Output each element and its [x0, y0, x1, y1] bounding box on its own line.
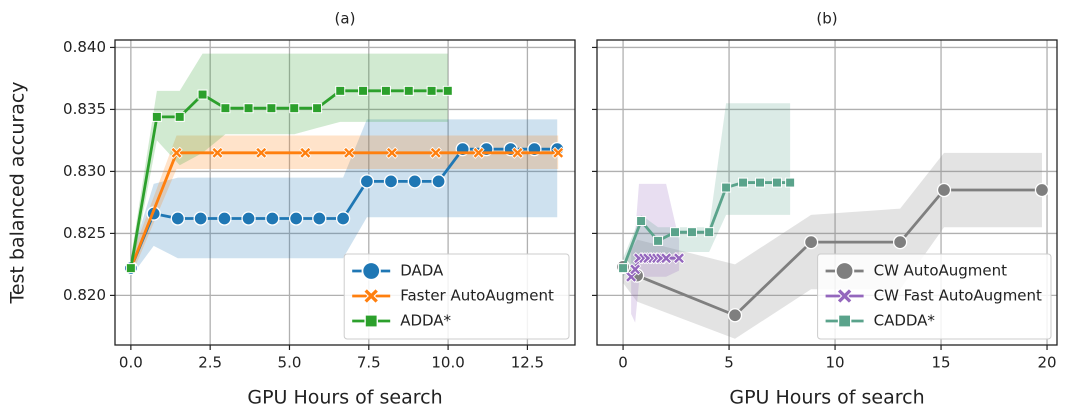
- data-point: [442, 85, 453, 96]
- data-point: [211, 146, 224, 159]
- data-point: [255, 146, 268, 159]
- data-point: [672, 252, 686, 265]
- data-point: [197, 89, 208, 100]
- data-point: [312, 211, 327, 226]
- data-point: [670, 227, 681, 238]
- data-point: [686, 227, 697, 238]
- data-point: [385, 146, 399, 159]
- legend-marker: [837, 314, 852, 328]
- data-point: [170, 146, 183, 159]
- legend-label: CW Fast AutoAugment: [874, 287, 1042, 305]
- data-point: [892, 234, 908, 250]
- data-point: [383, 174, 399, 189]
- data-point: [936, 182, 952, 198]
- data-point: [359, 174, 375, 189]
- data-point: [403, 85, 414, 96]
- legend-marker: [364, 314, 378, 328]
- confidence-band: [623, 103, 791, 277]
- data-point: [704, 227, 715, 238]
- data-point: [358, 85, 369, 96]
- legend-label: DADA: [400, 262, 444, 280]
- data-point: [755, 177, 766, 188]
- data-point: [803, 234, 819, 250]
- data-point: [552, 146, 565, 159]
- x-tick-label: 5.0: [278, 354, 302, 372]
- data-point: [429, 146, 442, 159]
- x-tick-label: 7.5: [357, 354, 381, 372]
- confidence-band: [130, 53, 448, 277]
- legend-label: CADDA*: [874, 312, 936, 330]
- data-point: [636, 216, 647, 227]
- x-tick-label: 10.0: [431, 354, 464, 372]
- data-point: [243, 103, 254, 114]
- legend-label: Faster AutoAugment: [400, 287, 554, 305]
- axes-frame: [596, 39, 1058, 346]
- legend-box: [817, 253, 1052, 340]
- plot-area: [123, 53, 565, 277]
- legend-label: CW AutoAugment: [874, 262, 1008, 280]
- data-point: [266, 103, 277, 114]
- legend-box: [343, 253, 570, 340]
- plot-area: [615, 103, 1050, 339]
- data-point: [170, 211, 185, 226]
- data-point: [265, 211, 280, 226]
- data-point: [785, 177, 796, 188]
- data-point: [771, 177, 782, 188]
- y-axis-label: Test balanced accuracy: [7, 81, 29, 304]
- chart-title: (a): [335, 10, 356, 28]
- data-point: [629, 263, 642, 276]
- legend-label: ADDA*: [400, 312, 451, 330]
- y-tick-label: 0.825: [63, 224, 106, 242]
- legend-marker: [361, 261, 381, 281]
- data-point: [312, 103, 323, 114]
- data-point: [151, 111, 162, 122]
- x-axis-label: GPU Hours of search: [729, 387, 924, 409]
- x-tick-label: 5: [724, 354, 734, 372]
- data-point: [217, 211, 232, 226]
- y-tick-label: 0.840: [63, 38, 106, 56]
- legend-marker: [834, 261, 855, 281]
- data-point: [335, 211, 351, 226]
- data-point: [335, 85, 346, 96]
- y-tick-label: 0.820: [63, 286, 106, 304]
- data-point: [289, 103, 300, 114]
- x-tick-label: 10: [826, 354, 845, 372]
- data-point: [220, 103, 231, 114]
- data-point: [1034, 182, 1050, 198]
- y-tick-label: 0.835: [63, 100, 106, 118]
- data-point: [299, 146, 312, 159]
- data-point: [511, 146, 524, 159]
- data-point: [380, 85, 391, 96]
- data-point: [407, 174, 422, 189]
- data-point: [426, 85, 437, 96]
- data-point: [241, 211, 256, 226]
- data-point: [125, 263, 136, 274]
- x-tick-label: 15: [931, 354, 950, 372]
- axes-frame: [114, 39, 576, 346]
- x-axis-label: GPU Hours of search: [247, 387, 442, 409]
- x-tick-label: 12.5: [511, 354, 544, 372]
- data-point: [738, 177, 749, 188]
- data-point: [721, 182, 732, 193]
- data-point: [193, 211, 208, 226]
- data-point: [653, 235, 664, 246]
- data-point: [431, 174, 446, 189]
- data-point: [618, 263, 629, 274]
- x-tick-label: 0: [618, 354, 628, 372]
- y-tick-label: 0.830: [63, 162, 106, 180]
- data-point: [174, 111, 185, 122]
- data-point: [660, 252, 673, 265]
- confidence-band: [130, 119, 558, 277]
- data-point: [343, 146, 356, 159]
- chart-title: (b): [816, 10, 837, 28]
- legend-marker: [363, 287, 380, 305]
- x-tick-label: 2.5: [198, 354, 222, 372]
- data-point: [472, 146, 485, 159]
- x-tick-label: 0.0: [119, 354, 143, 372]
- data-point: [288, 211, 304, 226]
- data-point: [727, 308, 743, 323]
- legend-marker: [836, 287, 853, 305]
- x-tick-label: 20: [1037, 354, 1056, 372]
